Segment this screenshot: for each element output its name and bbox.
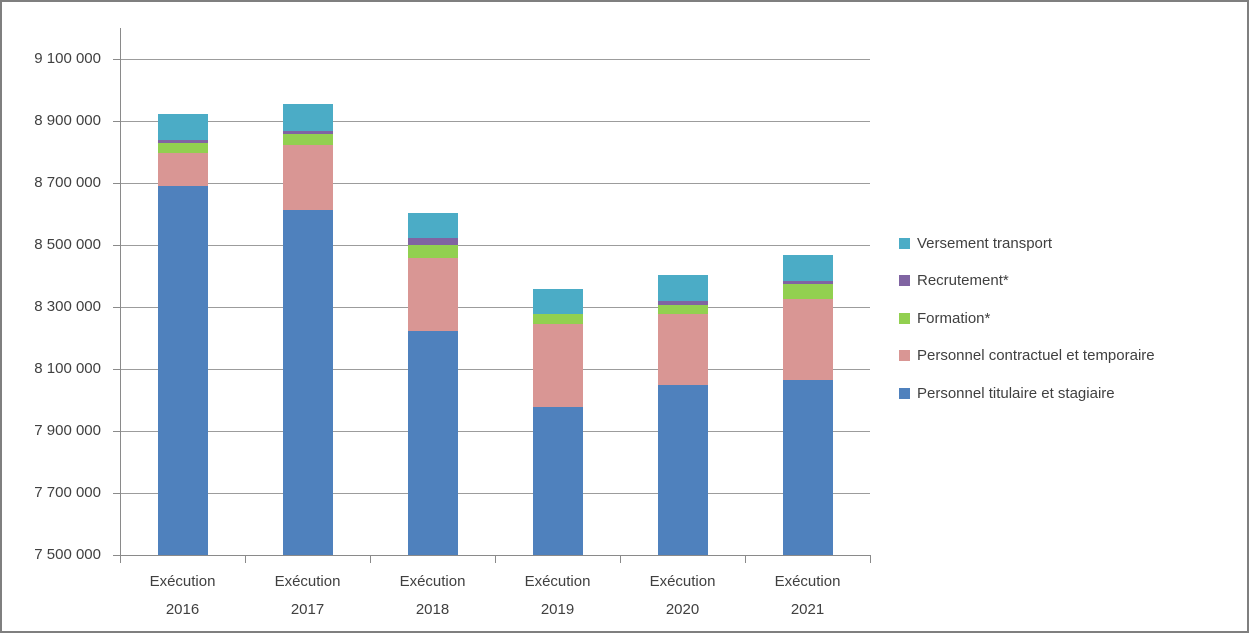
x-axis-label: Exécution 2018 [370, 568, 495, 624]
y-gridline [120, 58, 870, 60]
y-axis-label: 7 900 000 [34, 422, 101, 439]
bar-segment-2021 [782, 379, 833, 555]
legend-item: Personnel contractuel et temporaire [899, 347, 1155, 364]
y-gridline [120, 430, 870, 432]
bar-segment-2021 [782, 284, 833, 299]
y-axis-tick [113, 182, 120, 184]
legend-item: Versement transport [899, 234, 1053, 252]
y-axis-label: 7 500 000 [34, 546, 101, 563]
bar-segment-2016 [157, 186, 208, 555]
bar-segment-2020 [657, 301, 708, 306]
y-axis-label: 8 300 000 [34, 298, 101, 315]
y-gridline [120, 306, 870, 308]
y-gridline [120, 120, 870, 122]
x-axis-label-line2: 2017 [290, 601, 325, 618]
bar-segment-2020 [657, 305, 708, 314]
y-axis-tick [113, 430, 120, 432]
x-axis-label: Exécution 2017 [245, 568, 370, 624]
y-axis-label: 9 100 000 [34, 50, 101, 67]
legend-swatch-icon [899, 350, 910, 361]
legend-swatch-icon [899, 275, 910, 286]
bar-segment-2020 [657, 313, 708, 386]
x-axis-label: Exécution 2016 [120, 568, 245, 624]
y-gridline [120, 492, 870, 494]
x-axis-tick [120, 555, 121, 563]
legend-label: Personnel titulaire et stagiaire [917, 384, 1115, 402]
x-axis-label: Exécution 2021 [745, 568, 870, 624]
x-axis-label-line1: Exécution [399, 573, 466, 590]
x-axis-label: Exécution 2020 [620, 568, 745, 624]
y-axis-line [120, 28, 121, 556]
x-axis-tick [870, 555, 871, 563]
x-axis-label-line1: Exécution [524, 573, 591, 590]
y-axis-tick [113, 120, 120, 122]
bar-segment-2017 [282, 210, 333, 555]
x-axis-tick [370, 555, 371, 563]
y-axis-label: 7 700 000 [34, 484, 101, 501]
x-axis-label-line2: 2021 [790, 601, 825, 618]
bar-segment-2019 [532, 313, 583, 324]
y-axis-label: 8 100 000 [34, 360, 101, 377]
x-axis-label-line1: Exécution [774, 573, 841, 590]
x-axis-label-line2: 2016 [165, 601, 200, 618]
x-axis-tick [495, 555, 496, 563]
bar-segment-2018 [407, 245, 458, 258]
legend-label: Formation* [917, 309, 991, 327]
x-axis-label-line1: Exécution [274, 573, 341, 590]
y-axis-tick [113, 492, 120, 494]
bar-segment-2019 [532, 406, 583, 555]
bar-segment-2019 [532, 323, 583, 407]
legend-swatch-icon [899, 387, 910, 399]
x-axis-label: Exécution 2019 [495, 568, 620, 624]
bar-segment-2016 [157, 113, 208, 140]
legend-label: Personnel contractuel et temporaire [917, 347, 1155, 364]
bar-segment-2018 [407, 330, 458, 555]
bar-segment-2021 [782, 298, 833, 380]
bar-segment-2020 [657, 385, 708, 555]
bar-segment-2021 [782, 281, 833, 285]
legend-label: Recrutement* [917, 272, 1009, 289]
x-axis-tick [245, 555, 246, 563]
y-axis-label: 8 500 000 [34, 236, 101, 253]
y-axis-tick [113, 368, 120, 370]
legend-item: Recrutement* [899, 272, 1009, 289]
legend-item: Personnel titulaire et stagiaire [899, 384, 1115, 402]
y-axis-tick [113, 306, 120, 308]
legend-item: Formation* [899, 309, 991, 327]
x-axis-tick [620, 555, 621, 563]
y-axis-tick [113, 58, 120, 60]
bar-segment-2016 [157, 139, 208, 143]
x-axis-label-line1: Exécution [649, 573, 716, 590]
bar-segment-2017 [282, 145, 333, 211]
y-gridline [120, 368, 870, 370]
x-axis-label-line2: 2020 [665, 601, 700, 618]
legend-swatch-icon [899, 237, 910, 249]
y-gridline [120, 244, 870, 246]
x-axis-label-line2: 2018 [415, 601, 450, 618]
bar-segment-2018 [407, 213, 458, 239]
bar-segment-2016 [157, 143, 208, 154]
bar-segment-2018 [407, 258, 458, 331]
bar-segment-2019 [532, 288, 583, 314]
y-axis-label: 8 700 000 [34, 174, 101, 191]
bar-segment-2020 [657, 275, 708, 302]
bar-segment-2017 [282, 104, 333, 132]
y-axis-label: 8 900 000 [34, 112, 101, 129]
y-gridline [120, 182, 870, 184]
x-axis-label-line1: Exécution [149, 573, 216, 590]
y-axis-tick [113, 244, 120, 246]
bar-segment-2018 [407, 238, 458, 246]
bar-segment-2021 [782, 255, 833, 282]
legend-label: Versement transport [917, 234, 1053, 252]
y-axis-tick [113, 554, 120, 556]
bar-segment-2017 [282, 134, 333, 146]
bar-segment-2016 [157, 153, 208, 187]
x-axis-label-line2: 2019 [540, 601, 575, 618]
x-axis-tick [745, 555, 746, 563]
bar-segment-2017 [282, 131, 333, 135]
legend-swatch-icon [899, 312, 910, 324]
